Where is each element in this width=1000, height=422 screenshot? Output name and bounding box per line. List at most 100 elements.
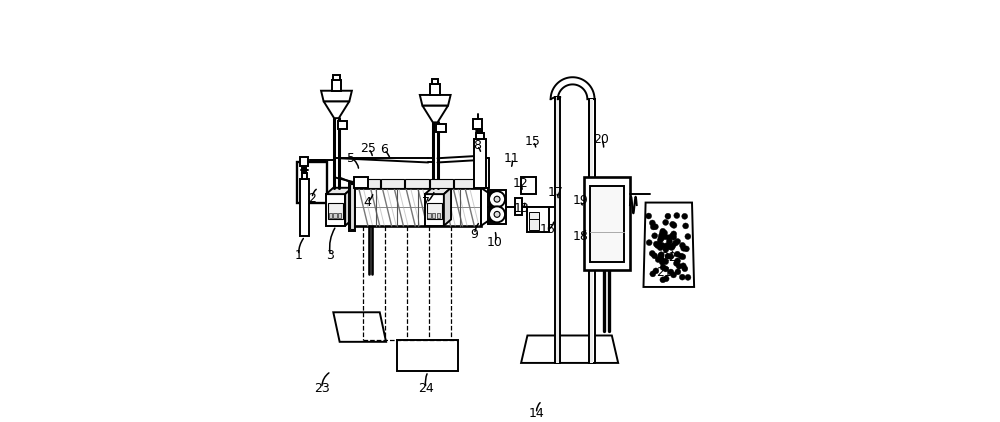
Bar: [529, 219, 539, 230]
Polygon shape: [425, 188, 451, 194]
Circle shape: [683, 223, 689, 229]
Circle shape: [663, 276, 669, 281]
Circle shape: [494, 211, 500, 217]
Circle shape: [668, 269, 674, 275]
Text: 14: 14: [529, 407, 545, 420]
Bar: [515, 198, 522, 215]
Circle shape: [652, 253, 658, 259]
Bar: [333, 213, 337, 218]
Circle shape: [669, 245, 675, 251]
Text: 7: 7: [422, 196, 430, 209]
Polygon shape: [444, 188, 451, 226]
Bar: [405, 179, 429, 188]
Bar: [354, 188, 481, 226]
Circle shape: [650, 271, 656, 277]
Bar: [488, 190, 506, 224]
Circle shape: [659, 259, 665, 265]
Bar: [477, 129, 482, 133]
Text: 11: 11: [504, 152, 520, 165]
Text: 1: 1: [295, 249, 303, 262]
Bar: [590, 186, 624, 262]
Bar: [521, 177, 536, 194]
Bar: [300, 157, 308, 166]
Bar: [490, 192, 497, 222]
Circle shape: [674, 251, 680, 257]
Circle shape: [646, 213, 652, 219]
Circle shape: [658, 235, 664, 241]
Circle shape: [660, 264, 666, 270]
Polygon shape: [345, 188, 352, 226]
Bar: [430, 84, 440, 95]
Circle shape: [671, 222, 677, 228]
Circle shape: [666, 238, 672, 244]
Bar: [427, 203, 442, 219]
Circle shape: [671, 234, 677, 240]
Bar: [354, 177, 368, 188]
Circle shape: [657, 237, 663, 243]
Bar: [397, 340, 458, 371]
Circle shape: [668, 254, 674, 260]
Circle shape: [653, 268, 659, 274]
Circle shape: [680, 263, 686, 269]
Circle shape: [652, 224, 658, 230]
Circle shape: [649, 251, 655, 257]
Circle shape: [670, 221, 676, 227]
Polygon shape: [333, 312, 386, 342]
Bar: [589, 99, 595, 363]
Text: 25: 25: [360, 142, 376, 155]
Text: 8: 8: [473, 139, 481, 152]
Circle shape: [663, 246, 669, 252]
Bar: [338, 213, 341, 218]
Polygon shape: [643, 203, 694, 287]
Circle shape: [683, 246, 689, 252]
Text: 17: 17: [548, 186, 564, 198]
Bar: [432, 79, 438, 84]
Polygon shape: [425, 194, 444, 226]
Circle shape: [664, 243, 670, 249]
Text: 18: 18: [572, 230, 588, 243]
Circle shape: [650, 224, 656, 230]
Circle shape: [659, 243, 665, 249]
Text: 4: 4: [363, 196, 371, 209]
Text: 6: 6: [380, 143, 388, 156]
Text: 2: 2: [308, 192, 316, 205]
Bar: [333, 75, 340, 80]
Text: 22: 22: [661, 251, 677, 264]
Text: 19: 19: [572, 194, 588, 207]
Circle shape: [657, 245, 663, 251]
Circle shape: [685, 233, 691, 239]
Bar: [328, 203, 343, 219]
Text: 5: 5: [347, 152, 355, 165]
Bar: [332, 80, 341, 91]
Circle shape: [680, 254, 686, 260]
Polygon shape: [481, 188, 490, 226]
Circle shape: [658, 256, 664, 262]
Text: 13: 13: [514, 203, 530, 215]
Circle shape: [671, 231, 677, 237]
Circle shape: [665, 253, 671, 259]
Circle shape: [675, 238, 681, 244]
Circle shape: [662, 230, 667, 236]
Bar: [349, 183, 355, 231]
Circle shape: [658, 252, 664, 258]
Circle shape: [655, 257, 661, 262]
Bar: [300, 179, 309, 236]
Polygon shape: [422, 106, 448, 122]
Bar: [329, 213, 332, 218]
Text: 10: 10: [487, 236, 503, 249]
Circle shape: [663, 259, 669, 265]
Text: 23: 23: [314, 382, 330, 395]
Circle shape: [675, 258, 680, 264]
Circle shape: [663, 219, 669, 225]
Circle shape: [672, 240, 678, 246]
Bar: [437, 213, 440, 218]
Text: 9: 9: [471, 228, 479, 241]
Circle shape: [653, 241, 659, 247]
Bar: [529, 212, 539, 219]
Circle shape: [665, 213, 671, 219]
Circle shape: [659, 230, 665, 236]
Circle shape: [660, 277, 666, 283]
Bar: [476, 133, 484, 139]
Circle shape: [681, 245, 687, 251]
Circle shape: [667, 244, 673, 250]
